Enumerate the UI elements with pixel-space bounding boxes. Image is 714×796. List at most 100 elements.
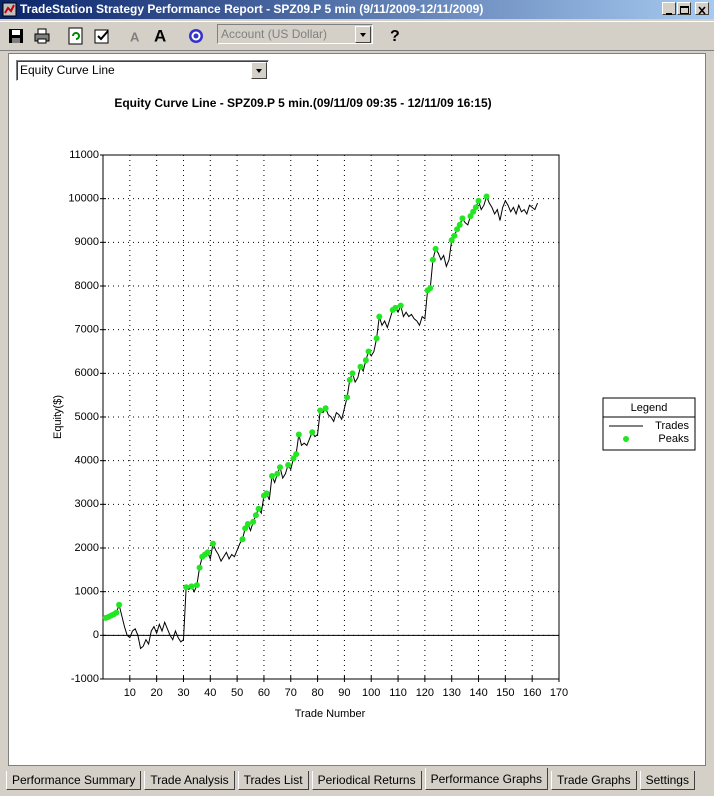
x-tick-label: 110 bbox=[389, 687, 407, 699]
toolbar: A A ? bbox=[0, 21, 714, 51]
peak-point bbox=[376, 313, 383, 320]
chart: Equity Curve Line - SPZ09.P 5 min.(09/11… bbox=[52, 96, 696, 720]
peak-point bbox=[244, 520, 251, 527]
maximize-button[interactable] bbox=[677, 2, 691, 15]
peak-point bbox=[285, 462, 292, 469]
peak-point bbox=[290, 455, 297, 462]
y-tick-label: -1000 bbox=[71, 673, 99, 685]
x-tick-label: 120 bbox=[416, 687, 434, 699]
graph-selector-text: Equity Curve Line bbox=[20, 63, 115, 77]
x-tick-label: 90 bbox=[338, 687, 350, 699]
graph-selector[interactable]: Equity Curve Line bbox=[16, 60, 269, 81]
decrease-font-button[interactable]: A bbox=[127, 27, 145, 45]
peak-point bbox=[250, 518, 257, 525]
peak-point bbox=[188, 583, 195, 590]
peak-point bbox=[373, 335, 380, 342]
peak-point bbox=[470, 208, 477, 215]
peak-point bbox=[432, 245, 439, 252]
peak-point bbox=[427, 285, 434, 292]
help-button[interactable]: ? bbox=[386, 27, 404, 45]
x-tick-label: 170 bbox=[550, 687, 568, 699]
tab[interactable]: Trade Analysis bbox=[144, 771, 235, 790]
x-tick-label: 10 bbox=[124, 687, 136, 699]
peak-point bbox=[209, 540, 216, 547]
account-dropdown[interactable]: Account (US Dollar) bbox=[217, 24, 373, 44]
y-tick-label: 4000 bbox=[75, 455, 99, 467]
peak-point bbox=[204, 549, 211, 556]
peak-point bbox=[196, 564, 203, 571]
peak-point bbox=[255, 505, 262, 512]
peak-point bbox=[467, 213, 474, 220]
properties-button[interactable] bbox=[93, 27, 111, 45]
legend-label: Peaks bbox=[658, 433, 689, 445]
x-tick-label: 50 bbox=[231, 687, 243, 699]
x-tick-label: 140 bbox=[469, 687, 487, 699]
svg-text:A: A bbox=[154, 27, 166, 45]
y-tick-label: 1000 bbox=[75, 586, 99, 598]
window-title: TradeStation Strategy Performance Report… bbox=[20, 2, 484, 16]
x-tick-label: 60 bbox=[258, 687, 270, 699]
peak-point bbox=[268, 472, 275, 479]
legend-box bbox=[602, 397, 696, 451]
tab[interactable]: Performance Summary bbox=[6, 771, 142, 790]
tab[interactable]: Periodical Returns bbox=[311, 771, 422, 790]
x-tick-label: 40 bbox=[204, 687, 216, 699]
dropdown-arrow bbox=[355, 26, 371, 43]
peak-point bbox=[116, 601, 123, 608]
y-tick-label: 8000 bbox=[75, 280, 99, 292]
tab[interactable]: Settings bbox=[639, 771, 695, 790]
peak-point bbox=[392, 304, 399, 311]
x-tick-label: 160 bbox=[523, 687, 541, 699]
legend-title: Legend bbox=[631, 402, 668, 414]
peak-point bbox=[309, 429, 316, 436]
refresh-button[interactable] bbox=[67, 27, 85, 45]
peak-point bbox=[322, 405, 329, 412]
svg-text:A: A bbox=[130, 29, 140, 44]
dropdown-arrow bbox=[251, 62, 267, 79]
peak-point bbox=[357, 363, 364, 370]
target-button[interactable] bbox=[187, 27, 205, 45]
tab[interactable]: Trades List bbox=[237, 771, 309, 790]
print-button[interactable] bbox=[33, 27, 51, 45]
y-tick-label: 10000 bbox=[68, 193, 99, 205]
peak-point bbox=[362, 357, 369, 364]
legend-swatch bbox=[623, 436, 629, 442]
close-button[interactable] bbox=[695, 2, 709, 15]
x-tick-label: 20 bbox=[151, 687, 163, 699]
peak-point bbox=[456, 221, 463, 228]
svg-text:?: ? bbox=[390, 28, 400, 45]
peak-point bbox=[183, 584, 190, 591]
peak-point bbox=[451, 232, 458, 239]
peak-point bbox=[317, 407, 324, 414]
peak-point bbox=[429, 256, 436, 263]
peak-point bbox=[454, 226, 461, 233]
peak-point bbox=[113, 609, 120, 616]
y-axis-label: Equity($) bbox=[52, 395, 64, 439]
tab[interactable]: Performance Graphs bbox=[424, 768, 548, 790]
peak-point bbox=[472, 204, 479, 211]
y-tick-label: 0 bbox=[93, 629, 99, 641]
x-tick-label: 130 bbox=[443, 687, 461, 699]
tab[interactable]: Trade Graphs bbox=[551, 771, 637, 790]
peak-point bbox=[295, 431, 302, 438]
x-tick-label: 30 bbox=[177, 687, 189, 699]
peak-point bbox=[263, 490, 270, 497]
peak-point bbox=[274, 470, 281, 477]
peak-point bbox=[349, 370, 356, 377]
chart-title: Equity Curve Line - SPZ09.P 5 min.(09/11… bbox=[114, 96, 491, 110]
account-text: Account (US Dollar) bbox=[221, 27, 328, 41]
y-tick-label: 11000 bbox=[69, 149, 99, 161]
legend-label: Trades bbox=[655, 420, 689, 432]
save-button[interactable] bbox=[7, 27, 25, 45]
peak-point bbox=[459, 215, 466, 222]
peak-point bbox=[397, 302, 404, 309]
y-tick-label: 9000 bbox=[75, 236, 99, 248]
peak-point bbox=[239, 536, 246, 543]
increase-font-button[interactable]: A bbox=[153, 27, 171, 45]
y-tick-label: 2000 bbox=[75, 542, 99, 554]
minimize-button[interactable] bbox=[662, 2, 676, 15]
peak-point bbox=[475, 197, 482, 204]
x-tick-label: 70 bbox=[285, 687, 297, 699]
peak-point bbox=[344, 394, 351, 401]
